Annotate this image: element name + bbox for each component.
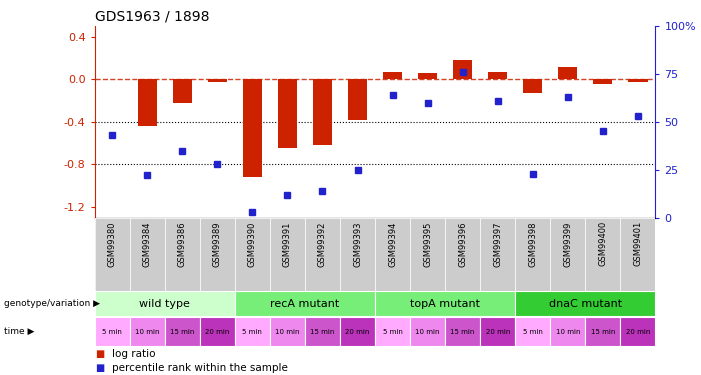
Text: GSM99399: GSM99399: [564, 221, 572, 267]
Bar: [453, 60, 472, 80]
Text: 15 min: 15 min: [311, 329, 334, 335]
Text: 20 min: 20 min: [626, 329, 650, 335]
Text: GSM99396: GSM99396: [458, 221, 467, 267]
Text: GSM99391: GSM99391: [283, 221, 292, 267]
Text: GSM99386: GSM99386: [178, 221, 186, 267]
Text: 20 min: 20 min: [346, 329, 369, 335]
Bar: [558, 67, 578, 80]
Text: dnaC mutant: dnaC mutant: [549, 299, 622, 309]
Bar: [418, 73, 437, 80]
Bar: [515, 217, 550, 291]
Text: GDS1963 / 1898: GDS1963 / 1898: [95, 10, 209, 24]
Bar: [488, 72, 508, 80]
Bar: [523, 80, 543, 93]
Bar: [550, 318, 585, 346]
Text: GSM99397: GSM99397: [494, 221, 502, 267]
Bar: [628, 80, 648, 81]
Text: ■: ■: [95, 350, 104, 359]
Bar: [200, 217, 235, 291]
Bar: [165, 217, 200, 291]
Text: 10 min: 10 min: [275, 329, 299, 335]
Text: 5 min: 5 min: [102, 329, 122, 335]
Bar: [383, 72, 402, 80]
Bar: [207, 80, 227, 81]
Text: wild type: wild type: [139, 299, 190, 309]
Text: recA mutant: recA mutant: [271, 299, 339, 309]
Bar: [172, 80, 192, 103]
Text: 15 min: 15 min: [451, 329, 475, 335]
Bar: [243, 80, 262, 177]
Bar: [515, 318, 550, 346]
Bar: [305, 318, 340, 346]
Bar: [593, 80, 613, 84]
Bar: [235, 318, 270, 346]
Text: GSM99401: GSM99401: [634, 221, 642, 266]
Text: 5 min: 5 min: [383, 329, 402, 335]
Bar: [235, 217, 270, 291]
Text: 15 min: 15 min: [170, 329, 194, 335]
Bar: [200, 318, 235, 346]
Text: GSM99400: GSM99400: [599, 221, 607, 266]
Text: ■: ■: [95, 363, 104, 373]
Bar: [340, 318, 375, 346]
Text: GSM99389: GSM99389: [213, 221, 222, 267]
Bar: [348, 80, 367, 120]
Bar: [480, 318, 515, 346]
Text: GSM99384: GSM99384: [143, 221, 151, 267]
Text: log ratio: log ratio: [112, 350, 156, 359]
Text: GSM99390: GSM99390: [248, 221, 257, 267]
Bar: [515, 291, 655, 316]
Text: 5 min: 5 min: [243, 329, 262, 335]
Bar: [235, 291, 375, 316]
Bar: [130, 217, 165, 291]
Bar: [278, 80, 297, 148]
Bar: [480, 217, 515, 291]
Text: GSM99393: GSM99393: [353, 221, 362, 267]
Text: GSM99394: GSM99394: [388, 221, 397, 267]
Bar: [305, 217, 340, 291]
Bar: [95, 291, 235, 316]
Bar: [375, 291, 515, 316]
Text: GSM99380: GSM99380: [108, 221, 116, 267]
Bar: [375, 217, 410, 291]
Bar: [585, 217, 620, 291]
Text: genotype/variation ▶: genotype/variation ▶: [4, 299, 100, 308]
Bar: [313, 80, 332, 145]
Bar: [340, 217, 375, 291]
Text: topA mutant: topA mutant: [410, 299, 480, 309]
Bar: [95, 318, 130, 346]
Bar: [137, 80, 157, 126]
Bar: [270, 318, 305, 346]
Bar: [165, 318, 200, 346]
Bar: [620, 217, 655, 291]
Text: percentile rank within the sample: percentile rank within the sample: [112, 363, 288, 373]
Text: 5 min: 5 min: [523, 329, 543, 335]
Text: 10 min: 10 min: [416, 329, 440, 335]
Bar: [130, 318, 165, 346]
Text: GSM99392: GSM99392: [318, 221, 327, 267]
Text: time ▶: time ▶: [4, 327, 34, 336]
Bar: [620, 318, 655, 346]
Bar: [445, 318, 480, 346]
Bar: [550, 217, 585, 291]
Bar: [410, 318, 445, 346]
Bar: [375, 318, 410, 346]
Bar: [410, 217, 445, 291]
Bar: [270, 217, 305, 291]
Text: GSM99398: GSM99398: [529, 221, 537, 267]
Text: 20 min: 20 min: [205, 329, 229, 335]
Text: 15 min: 15 min: [591, 329, 615, 335]
Text: 10 min: 10 min: [135, 329, 159, 335]
Text: 20 min: 20 min: [486, 329, 510, 335]
Bar: [95, 217, 130, 291]
Text: GSM99395: GSM99395: [423, 221, 432, 267]
Bar: [445, 217, 480, 291]
Bar: [585, 318, 620, 346]
Text: 10 min: 10 min: [556, 329, 580, 335]
